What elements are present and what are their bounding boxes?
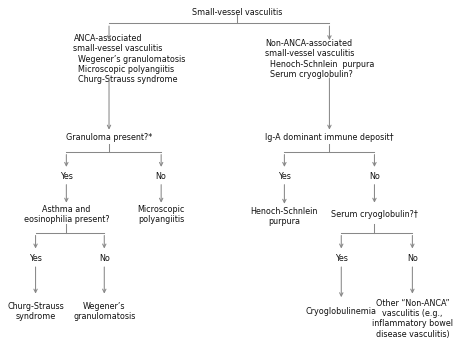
Text: Wegener’s
granulomatosis: Wegener’s granulomatosis: [73, 302, 136, 321]
Text: Other “Non-ANCA”
vasculitis (e.g.,
inflammatory bowel
disease vasculitis): Other “Non-ANCA” vasculitis (e.g., infla…: [372, 299, 453, 339]
Text: Granuloma present?*: Granuloma present?*: [66, 133, 152, 142]
Text: Yes: Yes: [29, 254, 42, 263]
Text: Yes: Yes: [278, 171, 291, 181]
Text: Small-vessel vasculitis: Small-vessel vasculitis: [192, 8, 282, 17]
Text: Serum cryoglobulin?†: Serum cryoglobulin?†: [331, 210, 418, 219]
Text: Non-ANCA-associated
small-vessel vasculitis
  Henoch-Schnlein  purpura
  Serum c: Non-ANCA-associated small-vessel vasculi…: [265, 39, 375, 79]
Text: Yes: Yes: [60, 171, 73, 181]
Text: No: No: [99, 254, 109, 263]
Text: Yes: Yes: [335, 254, 348, 263]
Text: ANCA-associated
small-vessel vasculitis
  Wegener’s granulomatosis
  Microscopic: ANCA-associated small-vessel vasculitis …: [73, 34, 186, 84]
Text: No: No: [407, 254, 418, 263]
Text: No: No: [369, 171, 380, 181]
Text: No: No: [156, 171, 166, 181]
Text: Asthma and
eosinophilia present?: Asthma and eosinophilia present?: [24, 205, 109, 224]
Text: Churg-Strauss
syndrome: Churg-Strauss syndrome: [7, 302, 64, 321]
Text: Cryoglobulinemia: Cryoglobulinemia: [306, 307, 377, 316]
Text: Henoch-Schnlein
purpura: Henoch-Schnlein purpura: [251, 207, 318, 226]
Text: Ig-A dominant immune deposit†: Ig-A dominant immune deposit†: [265, 133, 394, 142]
Text: Microscopic
polyangiitis: Microscopic polyangiitis: [137, 205, 185, 224]
